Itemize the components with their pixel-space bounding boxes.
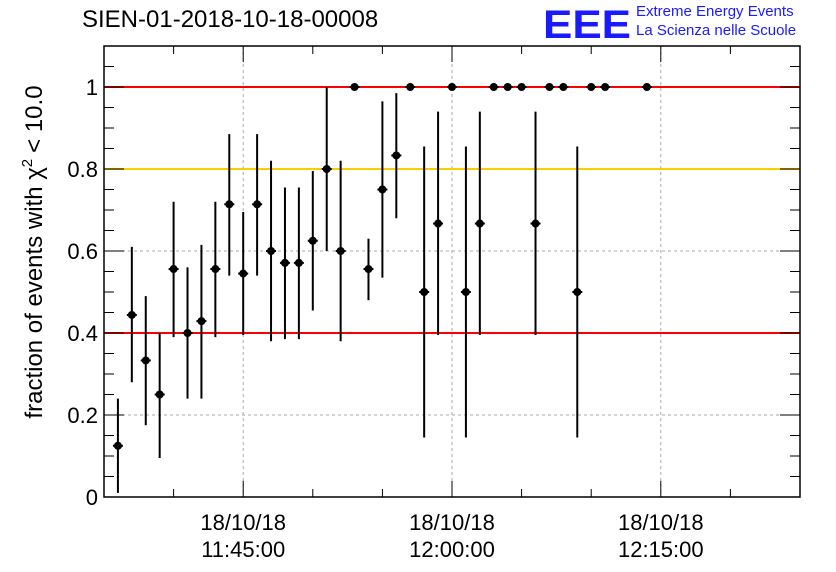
x-tick-label-date: 18/10/18 (409, 510, 495, 535)
data-point (169, 265, 178, 274)
y-tick-label: 0.8 (67, 157, 98, 182)
data-point (406, 83, 415, 91)
data-point (420, 288, 429, 296)
logo-mark: EEE (543, 3, 631, 44)
data-point (280, 258, 289, 267)
x-tick-label-time: 12:00:00 (409, 537, 495, 562)
data-point (559, 83, 568, 91)
data-point (448, 83, 456, 91)
y-tick-label: 0.2 (67, 403, 98, 428)
data-point (155, 390, 164, 399)
y-tick-label: 1 (86, 75, 98, 100)
y-tick-label: 0.4 (67, 321, 98, 346)
data-point (211, 265, 220, 274)
data-point (197, 317, 206, 326)
data-point (225, 200, 234, 209)
y-axis-label-sup: 2 (19, 159, 36, 167)
data-point (350, 83, 359, 91)
data-point (517, 83, 526, 91)
data-point (183, 329, 192, 337)
data-point (364, 265, 373, 274)
data-point (253, 200, 262, 209)
data-point (141, 356, 150, 365)
data-point (239, 269, 248, 278)
data-point (378, 185, 387, 194)
y-axis-label-main: fraction of events with χ (21, 167, 48, 419)
data-point (113, 441, 122, 450)
logo-text: Extreme Energy Events La Scienza nelle S… (636, 2, 796, 40)
data-point (503, 83, 512, 91)
data-point (127, 310, 136, 319)
data-point (545, 83, 554, 91)
data-point (267, 247, 276, 255)
data-point (475, 219, 484, 228)
x-tick-label-date: 18/10/18 (618, 510, 704, 535)
data-point (294, 258, 303, 267)
data-point (336, 247, 345, 255)
logo-line-2: La Scienza nelle Scuole (636, 22, 797, 39)
data-point (642, 83, 651, 91)
data-point (392, 151, 401, 160)
grid (104, 46, 800, 498)
y-tick-label: 0.6 (67, 239, 98, 264)
logo-line-1: Extreme Energy Events (636, 3, 794, 20)
chart-title: SIEN-01-2018-10-18-00008 (82, 6, 379, 33)
data-point (573, 288, 582, 296)
y-axis-label: fraction of events with χ2 < 10.0 (19, 85, 48, 418)
data-point (434, 219, 443, 228)
data-point (308, 236, 317, 245)
data-point (601, 83, 610, 91)
x-tick-label-date: 18/10/18 (200, 510, 286, 535)
eee-logo: EEE (543, 3, 631, 44)
y-axis-label-tail: < 10.0 (21, 85, 48, 152)
data-point (531, 219, 540, 228)
x-tick-label-time: 11:45:00 (201, 537, 285, 562)
data-point (587, 83, 596, 91)
data-point (322, 165, 331, 173)
data-point (489, 83, 498, 91)
y-tick-label: 0 (86, 485, 98, 510)
axes: 00.20.40.60.8118/10/1811:45:0018/10/1812… (67, 45, 801, 562)
data-points (112, 83, 652, 493)
data-point (461, 288, 470, 296)
x-tick-label-time: 12:15:00 (618, 537, 704, 562)
